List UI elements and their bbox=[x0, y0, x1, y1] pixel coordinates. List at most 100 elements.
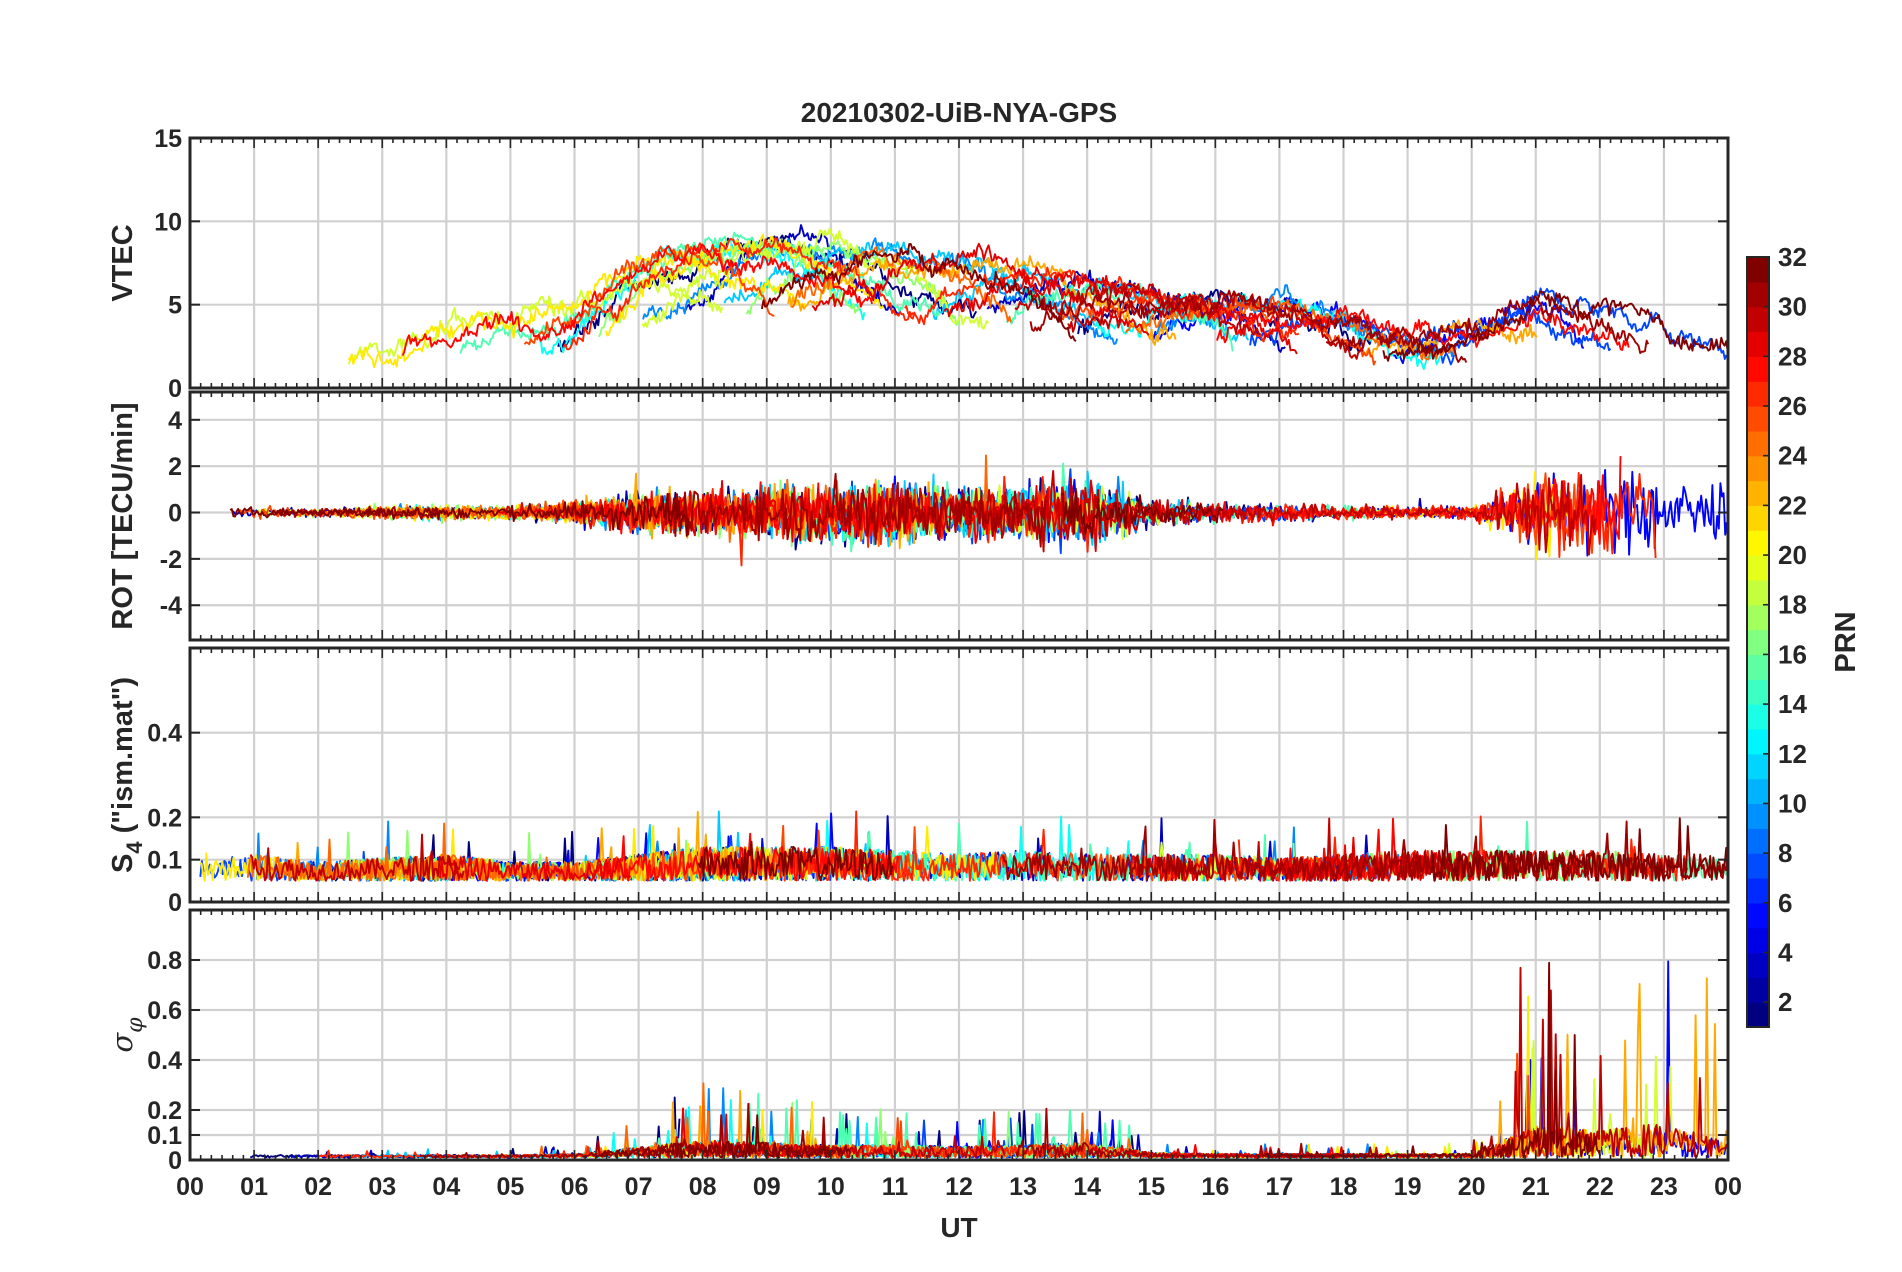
colorbar-segment bbox=[1747, 530, 1769, 556]
series-line-prn-32 bbox=[590, 1114, 852, 1159]
colorbar-tick-label: 4 bbox=[1778, 937, 1793, 967]
panel-4: 00.10.2 0.4 0.6 0.8 σφ bbox=[105, 908, 1730, 1175]
colorbar-segment bbox=[1747, 331, 1769, 357]
y-tick-label: 2 bbox=[168, 453, 182, 481]
colorbar-tick-label: 32 bbox=[1778, 242, 1807, 272]
y-axis-label: VTEC bbox=[107, 224, 139, 301]
series-line-prn-30 bbox=[249, 833, 465, 882]
series-line-prn-30 bbox=[885, 470, 1157, 553]
colorbar-tick-label: 6 bbox=[1778, 888, 1792, 918]
x-tick-label: 01 bbox=[240, 1173, 268, 1201]
series-line-prn-28 bbox=[401, 243, 874, 356]
colorbar-segment bbox=[1747, 455, 1769, 482]
x-tick-label: 17 bbox=[1266, 1173, 1294, 1201]
colorbar-segment bbox=[1747, 728, 1769, 755]
colorbar-label: PRN bbox=[1830, 611, 1862, 672]
panel-2: -4 -2 0 2 4 ROT [TECU/min] bbox=[107, 390, 1730, 642]
x-tick-label: 05 bbox=[497, 1173, 525, 1201]
x-tick-label: 21 bbox=[1522, 1173, 1550, 1201]
colorbar-segment bbox=[1747, 480, 1769, 506]
y-tick-label: 0.4 bbox=[147, 720, 182, 748]
y-tick-label: 0.1 bbox=[147, 1122, 182, 1150]
colorbar-segment bbox=[1747, 257, 1769, 283]
colorbar-segment bbox=[1747, 406, 1769, 432]
x-tick-label: 03 bbox=[368, 1173, 396, 1201]
x-tick-label: 09 bbox=[753, 1173, 781, 1201]
colorbar-tick-label: 30 bbox=[1778, 292, 1807, 322]
y-tick-label: 0.8 bbox=[147, 947, 182, 975]
series-line-prn-19 bbox=[641, 227, 990, 330]
series-line-prn-31 bbox=[1001, 818, 1424, 882]
colorbar-segment bbox=[1747, 679, 1769, 705]
x-tick-label: 10 bbox=[817, 1173, 845, 1201]
y-tick-label: 0 bbox=[168, 889, 182, 917]
colorbar-segment bbox=[1747, 654, 1769, 680]
colorbar-segment bbox=[1747, 853, 1769, 879]
series-line-prn-32 bbox=[1060, 487, 1224, 539]
y-tick-label: 0.4 bbox=[147, 1047, 182, 1075]
series-line-prn-32 bbox=[229, 492, 690, 537]
colorbar-tick-label: 18 bbox=[1778, 590, 1807, 620]
colorbar-segment bbox=[1747, 381, 1769, 407]
x-tick-label: 04 bbox=[432, 1173, 460, 1201]
y-tick-label: 0.2 bbox=[147, 804, 182, 832]
x-tick-label: 08 bbox=[689, 1173, 717, 1201]
series-line-prn-28 bbox=[1216, 304, 1630, 351]
colorbar-frame bbox=[1746, 256, 1770, 1028]
colorbar-segment bbox=[1747, 803, 1769, 829]
colorbar-segment bbox=[1747, 828, 1769, 854]
x-tick-label: 00 bbox=[1714, 1173, 1742, 1201]
x-tick-label: 07 bbox=[625, 1173, 653, 1201]
x-tick-label: 02 bbox=[304, 1173, 332, 1201]
panel-3: 0 0.1 0.2 0.4S4 ("ism.mat") bbox=[107, 646, 1730, 917]
y-tick-label: 0.2 bbox=[147, 1097, 182, 1125]
series-line-prn-21 bbox=[347, 251, 806, 369]
x-tick-label: 16 bbox=[1201, 1173, 1229, 1201]
colorbar-tick-label: 16 bbox=[1778, 639, 1807, 669]
x-tick-label: 18 bbox=[1330, 1173, 1358, 1201]
colorbar-segment bbox=[1747, 281, 1769, 308]
series-group bbox=[199, 810, 1728, 882]
panel-1: 0 5 10 15 VTEC bbox=[107, 125, 1730, 403]
colorbar-tick-label: 12 bbox=[1778, 739, 1807, 769]
x-tick-label: 11 bbox=[882, 1173, 909, 1201]
colorbar-tick-label: 2 bbox=[1778, 987, 1792, 1017]
x-tick-label: 20 bbox=[1458, 1173, 1486, 1201]
x-tick-label: 23 bbox=[1650, 1173, 1678, 1201]
colorbar-tick-label: 10 bbox=[1778, 788, 1807, 818]
x-tick-label: 13 bbox=[1009, 1173, 1037, 1201]
colorbar-segment bbox=[1747, 977, 1769, 1003]
colorbar-segment bbox=[1747, 1002, 1769, 1028]
y-axis-label: S4 ("ism.mat") bbox=[107, 677, 147, 873]
colorbar-segment bbox=[1747, 952, 1769, 978]
chart-title: 20210302-UiB-NYA-GPS bbox=[801, 97, 1117, 128]
x-axis-label: UT bbox=[940, 1212, 977, 1243]
colorbar-segment bbox=[1747, 902, 1769, 929]
colorbar-tick-label: 14 bbox=[1778, 689, 1807, 719]
series-line-prn-19 bbox=[347, 277, 724, 365]
colorbar-segment bbox=[1747, 430, 1769, 457]
colorbar-segment bbox=[1747, 306, 1769, 333]
y-tick-label: 0.6 bbox=[147, 997, 182, 1025]
y-axis-label: σφ bbox=[105, 1017, 148, 1053]
y-tick-label: 0.1 bbox=[147, 847, 182, 875]
colorbar-segment bbox=[1747, 877, 1769, 904]
series-line-prn-32 bbox=[1263, 961, 1602, 1159]
colorbar-tick-label: 8 bbox=[1778, 838, 1792, 868]
y-tick-label: 10 bbox=[154, 208, 182, 236]
y-tick-label: 0 bbox=[168, 375, 182, 403]
x-tick-label: 14 bbox=[1073, 1173, 1101, 1201]
colorbar-segment bbox=[1747, 629, 1769, 656]
colorbar-segment bbox=[1747, 704, 1769, 730]
series-group bbox=[229, 454, 1728, 567]
series-line-prn-29 bbox=[439, 854, 632, 882]
x-tick-label: 00 bbox=[176, 1173, 204, 1201]
x-axis: 00 01 02 03 04 05 06 07 08 09 10 11 12 13 14 15 16 17 18 19… bbox=[176, 1173, 1742, 1201]
colorbar-segment bbox=[1747, 579, 1769, 606]
series-group bbox=[347, 224, 1728, 371]
colorbar-segment bbox=[1747, 356, 1769, 382]
x-tick-label: 19 bbox=[1394, 1173, 1422, 1201]
